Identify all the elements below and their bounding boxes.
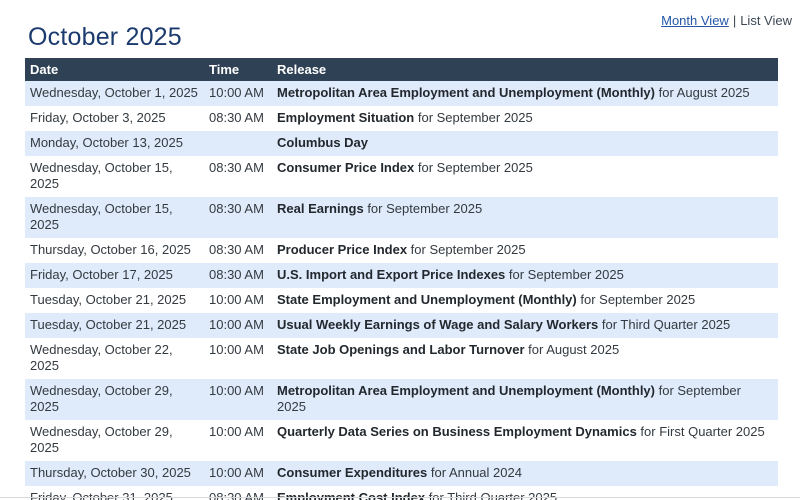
release-name: Metropolitan Area Employment and Unemplo… <box>277 383 655 398</box>
release-detail: for Third Quarter 2025 <box>425 490 558 500</box>
release-date: Wednesday, October 22, 2025 <box>30 342 173 373</box>
release-date: Wednesday, October 29, 2025 <box>30 383 173 414</box>
release-time: 10:00 AM <box>209 424 264 439</box>
release-cell: Consumer Expenditures for Annual 2024 <box>272 461 778 486</box>
release-time: 08:30 AM <box>209 490 264 500</box>
release-time: 10:00 AM <box>209 292 264 307</box>
release-name: Employment Cost Index <box>277 490 426 500</box>
release-row: Thursday, October 16, 2025 08:30 AM Produc… <box>25 238 778 263</box>
release-time: 10:00 AM <box>209 465 264 480</box>
release-name: Consumer Expenditures <box>277 465 428 480</box>
release-detail: for Third Quarter 2025 <box>598 317 731 332</box>
release-date: Wednesday, October 15, 2025 <box>30 160 173 191</box>
release-row: Friday, October 17, 2025 08:30 AM U.S. Imp… <box>25 263 778 288</box>
release-name: Employment Situation <box>277 110 415 125</box>
release-row: Wednesday, October 15, 2025 08:30 AM Real … <box>25 197 778 238</box>
release-date: Friday, October 31, 2025 <box>30 490 173 500</box>
column-header-time: Time <box>204 58 272 81</box>
release-row: Wednesday, October 22, 2025 10:00 AM State… <box>25 338 778 379</box>
release-date: Thursday, October 30, 2025 <box>30 465 191 480</box>
release-detail: for September 2025 <box>277 383 741 414</box>
release-date: Tuesday, October 21, 2025 <box>30 292 187 307</box>
release-detail: for Annual 2024 <box>427 465 522 480</box>
release-name: Columbus Day <box>277 135 369 150</box>
release-cell: Columbus Day <box>272 131 778 156</box>
column-header-release: Release <box>272 58 778 81</box>
release-cell: Quarterly Data Series on Business Employ… <box>272 420 778 461</box>
release-time: 10:00 AM <box>209 85 264 100</box>
release-date: Monday, October 13, 2025 <box>30 135 183 150</box>
release-row: Friday, October 31, 2025 08:30 AM Employme… <box>25 486 778 500</box>
release-date: Wednesday, October 29, 2025 <box>30 424 173 455</box>
table-header-row: Date Time Release <box>25 58 778 81</box>
release-row: Monday, October 13, 2025 Columbus Day <box>25 131 778 156</box>
release-row: Friday, October 3, 2025 08:30 AM Employmen… <box>25 106 778 131</box>
release-time: 08:30 AM <box>209 201 264 216</box>
release-time: 10:00 AM <box>209 383 264 398</box>
release-detail: for September 2025 <box>414 160 533 175</box>
release-name: Quarterly Data Series on Business Employ… <box>277 424 637 439</box>
release-time: 08:30 AM <box>209 267 264 282</box>
release-name: Metropolitan Area Employment and Unemplo… <box>277 85 655 100</box>
release-schedule-table: Date Time Release Wednesday, October 1, … <box>25 58 778 500</box>
column-header-date: Date <box>25 58 204 81</box>
release-name: Usual Weekly Earnings of Wage and Salary… <box>277 317 599 332</box>
release-time <box>204 131 272 156</box>
release-name: Producer Price Index <box>277 242 408 257</box>
release-time: 08:30 AM <box>209 242 264 257</box>
release-date: Friday, October 3, 2025 <box>30 110 166 125</box>
release-cell: Metropolitan Area Employment and Unemplo… <box>272 379 778 420</box>
list-view-label: List View <box>740 13 792 28</box>
view-switcher-separator: | <box>732 13 737 28</box>
page-bottom-divider <box>0 497 800 498</box>
release-time: 08:30 AM <box>209 110 264 125</box>
release-detail: for First Quarter 2025 <box>636 424 765 439</box>
release-row: Wednesday, October 29, 2025 10:00 AM Metro… <box>25 379 778 420</box>
release-row: Wednesday, October 29, 2025 10:00 AM Quart… <box>25 420 778 461</box>
release-detail: for September 2025 <box>363 201 483 216</box>
page-title: October 2025 <box>28 22 182 51</box>
release-cell: Usual Weekly Earnings of Wage and Salary… <box>272 313 778 338</box>
release-detail: for September 2025 <box>414 110 533 125</box>
release-row: Tuesday, October 21, 2025 10:00 AM State E… <box>25 288 778 313</box>
release-date: Tuesday, October 21, 2025 <box>30 317 187 332</box>
release-cell: State Employment and Unemployment (Month… <box>272 288 778 313</box>
release-name: Real Earnings <box>277 201 364 216</box>
release-row: Tuesday, October 21, 2025 10:00 AM Usual W… <box>25 313 778 338</box>
release-name: State Job Openings and Labor Turnover <box>277 342 525 357</box>
release-date: Wednesday, October 1, 2025 <box>30 85 198 100</box>
release-cell: U.S. Import and Export Price Indexes for… <box>272 263 778 288</box>
release-time: 08:30 AM <box>209 160 264 175</box>
release-date: Friday, October 17, 2025 <box>30 267 173 282</box>
release-detail: for September 2025 <box>576 292 696 307</box>
release-time: 10:00 AM <box>209 317 264 332</box>
release-detail: for September 2025 <box>505 267 624 282</box>
release-row: Wednesday, October 1, 2025 10:00 AM Metrop… <box>25 81 778 106</box>
release-row: Thursday, October 30, 2025 10:00 AM Consum… <box>25 461 778 486</box>
release-date: Wednesday, October 15, 2025 <box>30 201 173 232</box>
release-detail: for August 2025 <box>654 85 750 100</box>
release-cell: Metropolitan Area Employment and Unemplo… <box>272 81 778 106</box>
release-cell: Consumer Price Index for September 2025 <box>272 156 778 197</box>
view-switcher: Month View | List View <box>661 13 792 28</box>
release-cell: State Job Openings and Labor Turnover fo… <box>272 338 778 379</box>
release-cell: Real Earnings for September 2025 <box>272 197 778 238</box>
release-detail: for September 2025 <box>407 242 526 257</box>
release-cell: Producer Price Index for September 2025 <box>272 238 778 263</box>
release-time: 10:00 AM <box>209 342 264 357</box>
release-name: State Employment and Unemployment (Month… <box>277 292 577 307</box>
release-detail: for August 2025 <box>524 342 620 357</box>
release-cell: Employment Situation for September 2025 <box>272 106 778 131</box>
release-row: Wednesday, October 15, 2025 08:30 AM Consu… <box>25 156 778 197</box>
calendar-content: Date Time Release Wednesday, October 1, … <box>25 58 778 500</box>
release-name: Consumer Price Index <box>277 160 415 175</box>
release-cell: Employment Cost Index for Third Quarter … <box>272 486 778 500</box>
month-view-link[interactable]: Month View <box>661 13 729 28</box>
release-name: U.S. Import and Export Price Indexes <box>277 267 506 282</box>
release-date: Thursday, October 16, 2025 <box>30 242 191 257</box>
